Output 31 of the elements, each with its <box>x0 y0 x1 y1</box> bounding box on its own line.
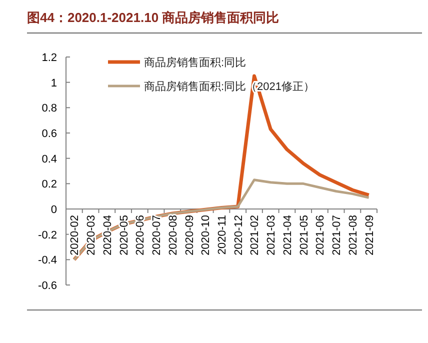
chart-title: 图44：2020.1-2021.10 商品房销售面积同比 <box>27 10 280 25</box>
y-tick-label: 0.6 <box>42 128 57 140</box>
x-tick-label: 2020-12 <box>232 215 245 256</box>
y-tick-label: 1 <box>50 77 57 90</box>
x-tick-label: 2021-03 <box>266 215 278 256</box>
x-tick-label: 2020-02 <box>69 215 82 256</box>
x-tick-label: 2021-07 <box>331 215 344 256</box>
y-tick-label: -0.4 <box>38 254 57 267</box>
x-tick-label: 2020-06 <box>134 215 147 256</box>
x-tick-label: 2021-06 <box>314 215 327 256</box>
x-tick-label: 2020-04 <box>102 215 114 256</box>
y-tick-label: -0.6 <box>38 280 57 292</box>
y-tick-label: 0.4 <box>42 153 57 166</box>
x-tick-label: 2020-08 <box>167 215 180 256</box>
x-tick-label: 2021-02 <box>249 215 262 256</box>
x-tick-label: 2020-11 <box>216 215 228 255</box>
y-tick-label: 1.2 <box>42 52 57 64</box>
y-tick-label: 0 <box>50 204 57 216</box>
x-tick-label: 2020-10 <box>200 215 212 256</box>
y-tick-label: 0.2 <box>42 178 57 191</box>
x-tick-label: 2021-08 <box>347 215 360 256</box>
y-tick-label: 0.8 <box>42 102 57 115</box>
x-tick-label: 2020-03 <box>86 215 98 256</box>
y-tick-label: -0.2 <box>38 229 57 242</box>
x-tick-label: 2020-09 <box>184 215 196 256</box>
x-tick-label: 2021-09 <box>364 215 376 256</box>
legend-label: 商品房销售面积:同比 <box>144 56 246 69</box>
x-tick-label: 2021-05 <box>298 215 310 256</box>
x-tick-label: 2020-05 <box>118 215 130 256</box>
x-tick-label: 2020-07 <box>151 215 164 256</box>
x-tick-label: 2021-04 <box>282 215 294 256</box>
